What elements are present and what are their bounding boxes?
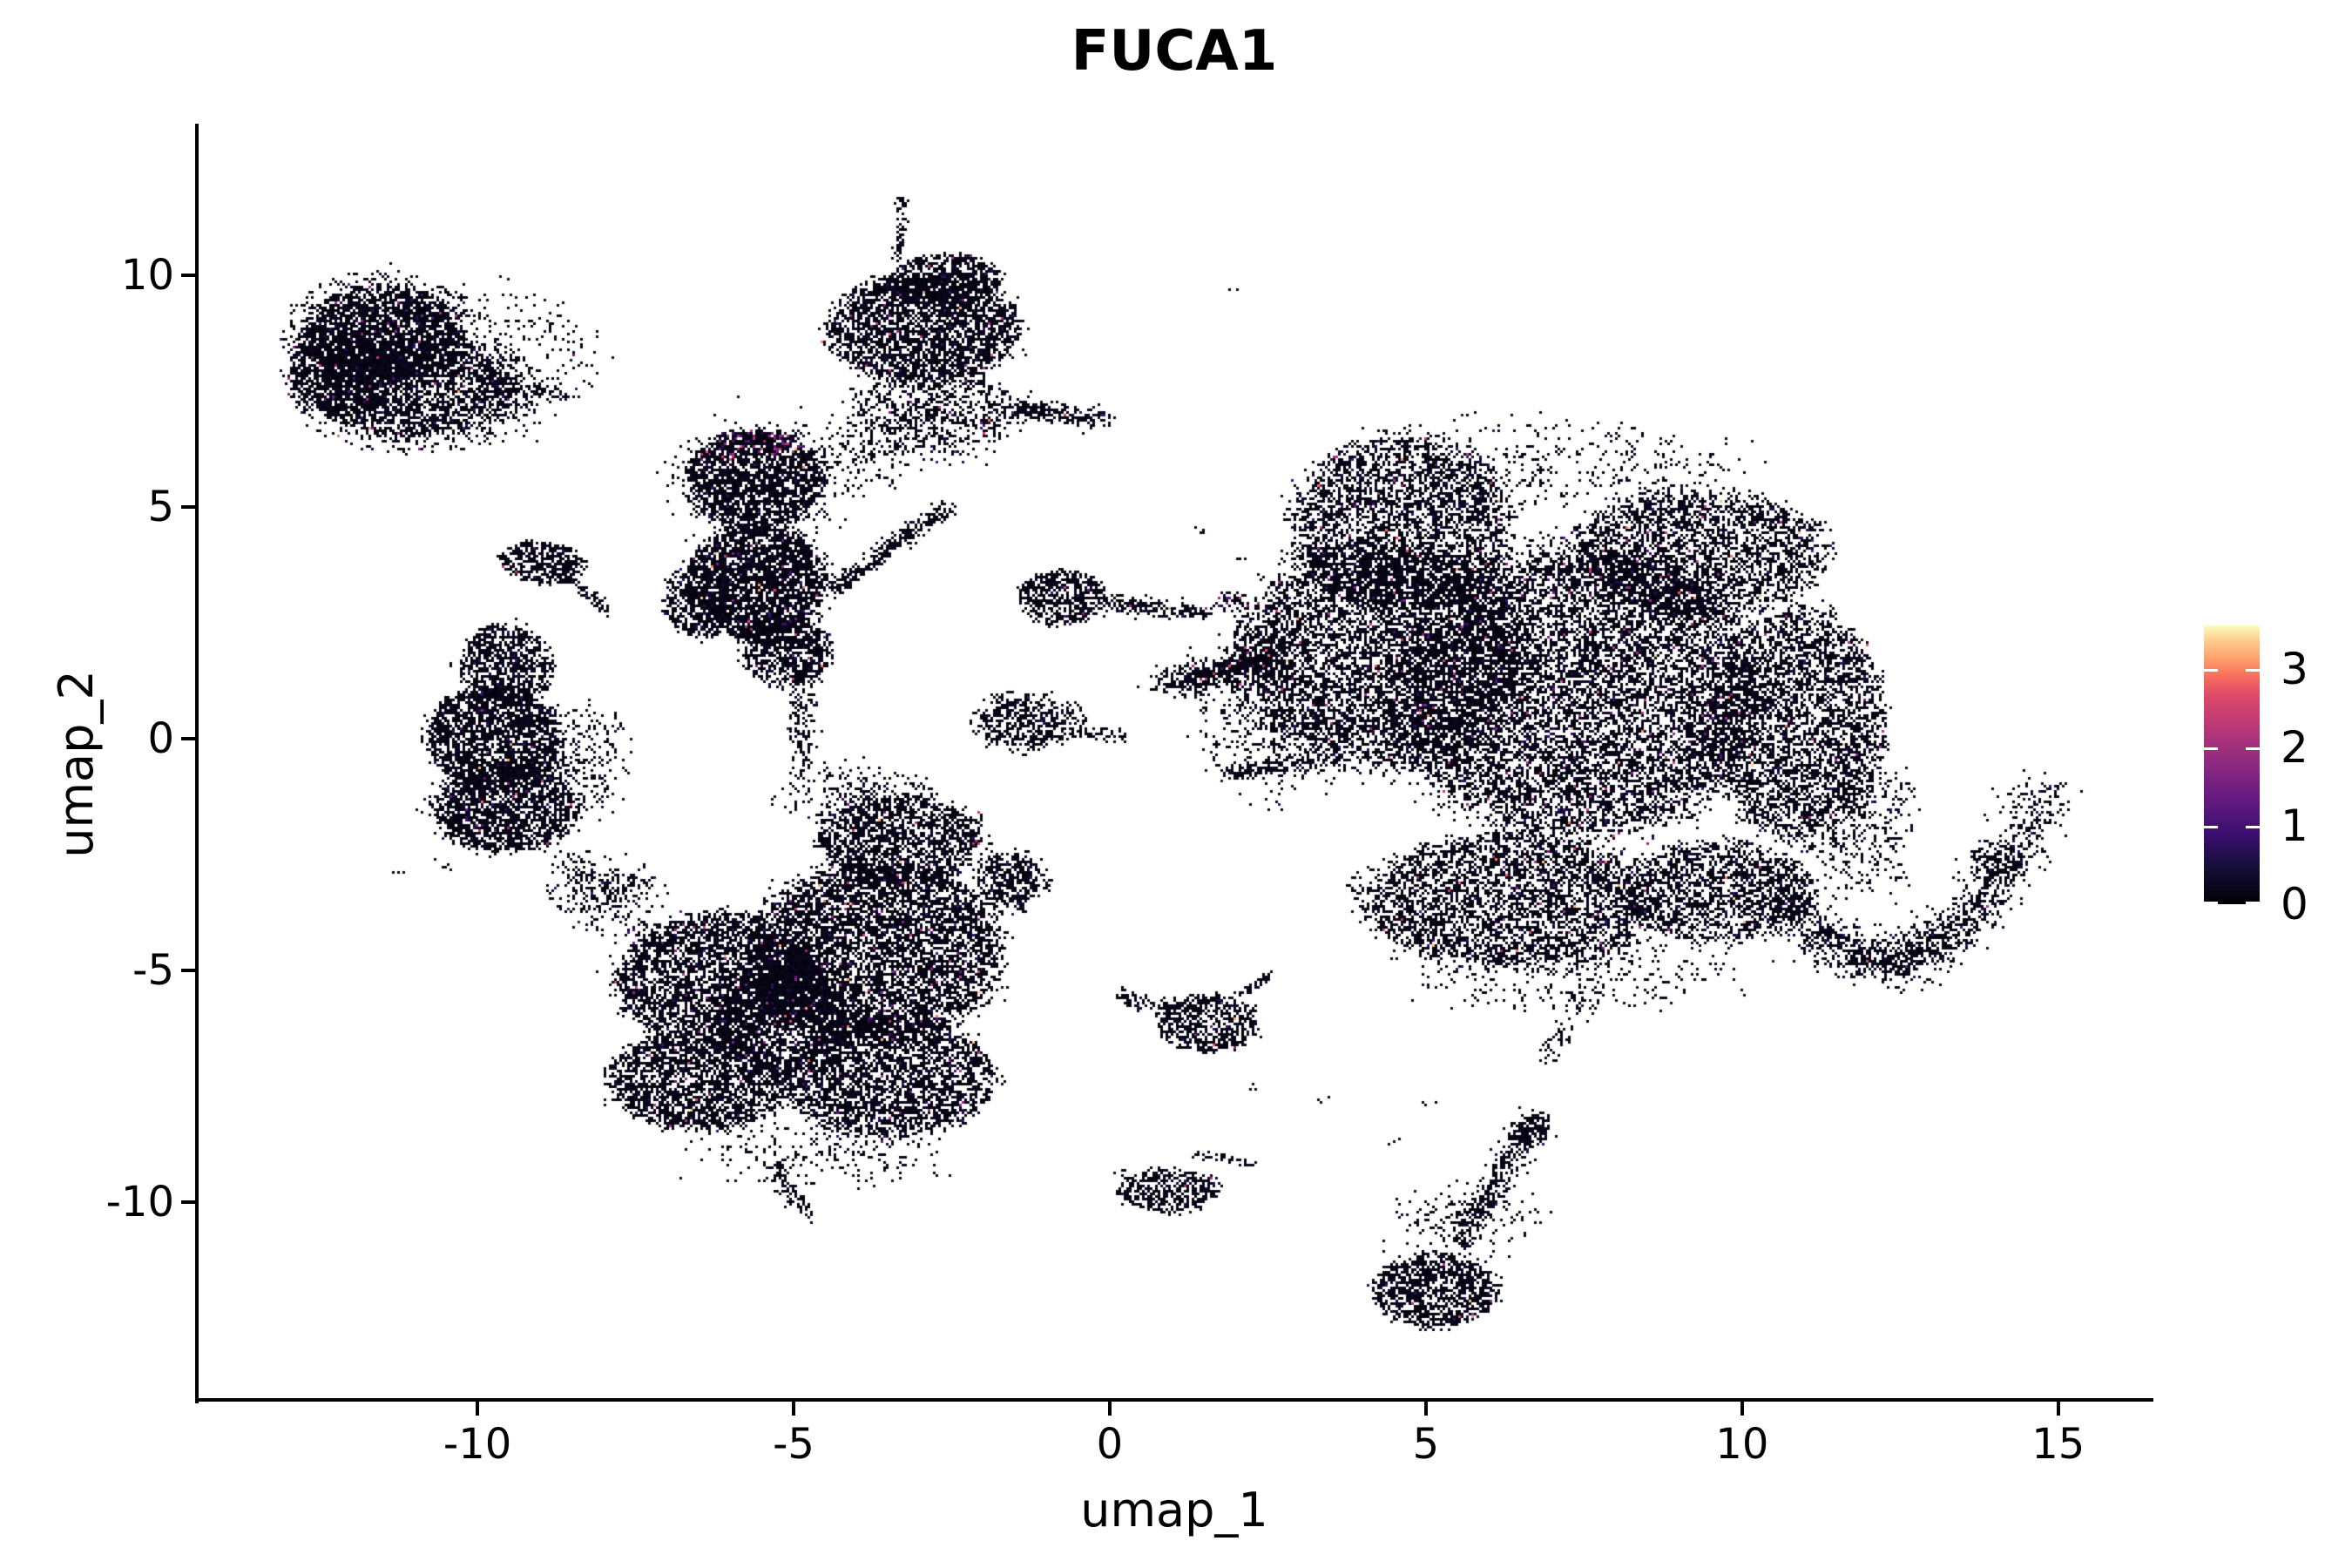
plot-area	[199, 124, 2150, 1400]
y-tick-label: -5	[132, 945, 174, 995]
x-tick-label: 0	[1096, 1420, 1124, 1469]
y-tickmark	[181, 736, 195, 740]
y-tickmark	[181, 968, 195, 972]
colorbar-tick-label: 3	[2281, 643, 2308, 694]
colorbar-tickmark	[2246, 747, 2260, 750]
colorbar-tickmark	[2204, 668, 2218, 672]
x-tickmark	[1107, 1402, 1112, 1416]
x-tickmark	[792, 1402, 796, 1416]
colorbar-tickmark	[2204, 747, 2218, 750]
y-tick-label: -10	[105, 1177, 174, 1227]
x-tickmark	[1740, 1402, 1744, 1416]
y-tick-label: 0	[147, 713, 174, 763]
y-tickmark	[181, 1200, 195, 1204]
x-tickmark	[476, 1402, 480, 1416]
y-axis-label: umap_2	[49, 670, 104, 858]
scatter-canvas	[199, 124, 2150, 1400]
x-tick-label: 15	[2031, 1420, 2085, 1469]
colorbar-tick-label: 2	[2281, 721, 2308, 773]
colorbar	[2204, 625, 2260, 904]
x-axis-label: umap_1	[1080, 1483, 1268, 1538]
colorbar-tickmark	[2246, 902, 2260, 904]
colorbar-tickmark	[2246, 825, 2260, 828]
colorbar-tickmark	[2246, 668, 2260, 672]
y-axis-line	[195, 124, 199, 1403]
y-tick-label: 10	[120, 250, 174, 300]
colorbar-tickmark	[2204, 902, 2218, 904]
colorbar-tickmark	[2204, 825, 2218, 828]
y-tickmark	[181, 273, 195, 277]
x-tick-label: -10	[443, 1420, 512, 1469]
y-tick-label: 5	[147, 482, 174, 531]
y-tickmark	[181, 504, 195, 509]
x-axis-line	[195, 1398, 2153, 1402]
plot-title: FUCA1	[1071, 19, 1278, 84]
colorbar-tick-label: 1	[2281, 800, 2308, 851]
colorbar-gradient	[2204, 625, 2260, 904]
x-tickmark	[1423, 1402, 1428, 1416]
x-tick-label: 10	[1715, 1420, 1769, 1469]
x-tickmark	[2056, 1402, 2060, 1416]
colorbar-tick-label: 0	[2281, 879, 2308, 929]
x-tick-label: 5	[1412, 1420, 1440, 1469]
x-tick-label: -5	[773, 1420, 814, 1469]
